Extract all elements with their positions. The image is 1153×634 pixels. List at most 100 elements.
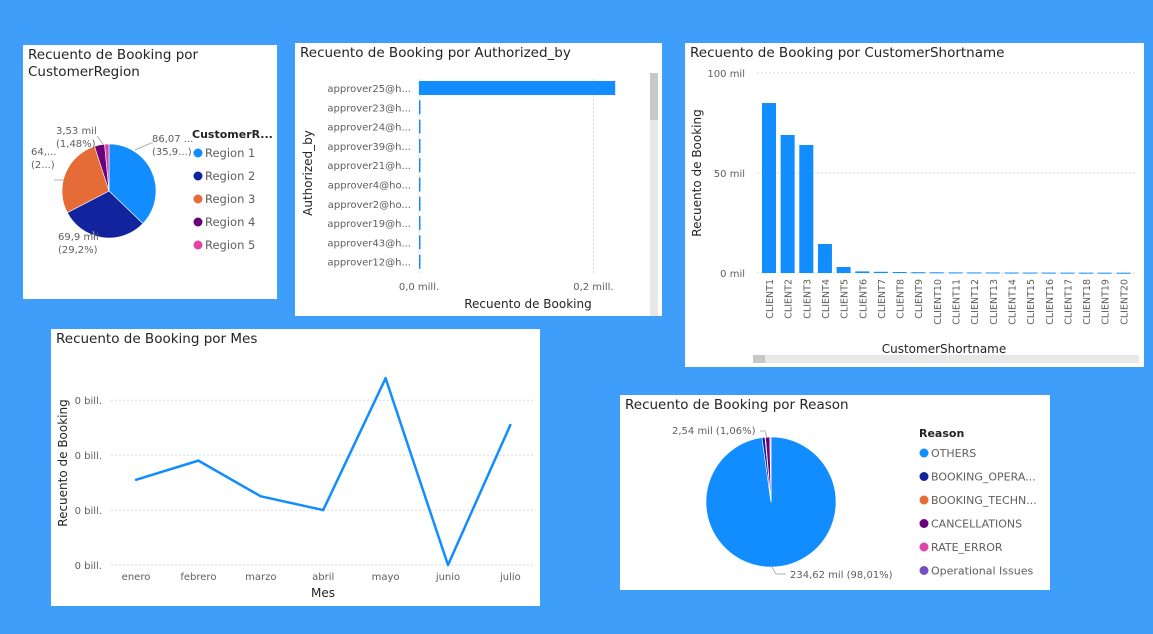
reason-pie-chart[interactable]: 2,54 mil (1,06%) 234,62 mil (98,01%) Reaso…: [620, 395, 1050, 590]
month-point-3: [259, 495, 262, 498]
authorized-bar-7[interactable]: [419, 196, 421, 211]
authorized-y-tick-4: approver39@h...: [327, 142, 411, 153]
month-point-4: [322, 508, 325, 512]
reason-pie-card[interactable]: Recuento de Booking por Reason 2,54 mil …: [620, 395, 1050, 590]
region-pie-chart[interactable]: 86,07 ...(35,9...)69,9 mil(29,2%)64,...(…: [23, 45, 277, 299]
authorized-y-tick-3: approver24@h...: [327, 123, 411, 134]
authorized-y-tick-1: approver25@h...: [327, 84, 411, 95]
customer-bar-5[interactable]: [836, 267, 851, 273]
customer-bar-6[interactable]: [855, 271, 870, 273]
region-data-label-pct-2: (29,2%): [58, 245, 98, 256]
reason-legend-label-4[interactable]: CANCELLATIONS: [931, 518, 1022, 531]
customer-x-tick-16: CLIENT16: [1045, 279, 1056, 325]
region-data-label-3: 64,...: [31, 147, 56, 158]
region-data-label-pct-3: (2...): [31, 160, 55, 171]
customer-bar-17[interactable]: [1060, 272, 1075, 274]
customer-bar-card[interactable]: Recuento de Booking por CustomerShortnam…: [685, 43, 1144, 367]
customer-bar-3[interactable]: [799, 145, 814, 273]
region-legend-marker-3: [193, 194, 203, 204]
region-pie-slice-3[interactable]: [61, 145, 110, 214]
reason-legend-marker-4: [919, 519, 929, 528]
month-line-title: Recuento de Booking por Mes: [56, 331, 258, 347]
reason-legend-label-6[interactable]: Operational Issues: [931, 565, 1033, 578]
customer-bar-11[interactable]: [948, 272, 963, 274]
authorized-x-axis-title: Recuento de Booking: [464, 297, 591, 311]
region-legend-title: CustomerR...: [192, 128, 273, 141]
authorized-bar-8[interactable]: [419, 216, 421, 231]
customer-bar-19[interactable]: [1097, 272, 1112, 274]
customer-x-tick-8: CLIENT8: [896, 279, 907, 319]
month-point-7: [509, 423, 512, 427]
reason-pie-title: Recuento de Booking por Reason: [625, 397, 849, 413]
month-series-line[interactable]: [135, 376, 512, 567]
customer-bar-chart[interactable]: 0 mil 50 mil 100 mil CLIENT1 CLIENT2 CLIENT3 C…: [685, 43, 1144, 367]
customer-bar-14[interactable]: [1004, 272, 1019, 274]
month-x-tick-3: marzo: [245, 572, 276, 583]
authorized-bar-6[interactable]: [419, 177, 421, 192]
customer-scrollbar[interactable]: [753, 355, 1139, 363]
customer-bar-4[interactable]: [817, 244, 832, 273]
region-pie-slice-2[interactable]: [66, 190, 144, 239]
customer-x-tick-13: CLIENT13: [989, 279, 1000, 325]
authorized-bar-chart[interactable]: 0,0 mill. 0,2 mill. approver25@h... approve…: [295, 43, 662, 316]
customer-y-tick-2: 50 mil: [714, 169, 745, 180]
region-pie-slice-5[interactable]: [104, 143, 110, 192]
region-data-label-2: 69,9 mil: [58, 232, 99, 243]
authorized-bar-2[interactable]: [419, 100, 421, 115]
authorized-bar-9[interactable]: [419, 235, 421, 250]
reason-legend-label-2[interactable]: BOOKING_OPERA...: [931, 471, 1036, 484]
region-legend-label-5[interactable]: Region 5: [205, 238, 255, 252]
customer-bar-13[interactable]: [985, 272, 1000, 274]
region-legend-marker-2: [193, 171, 203, 181]
customer-x-tick-17: CLIENT17: [1063, 279, 1074, 325]
region-legend-label-1[interactable]: Region 1: [205, 146, 255, 160]
customer-bar-16[interactable]: [1041, 272, 1056, 274]
month-line-chart[interactable]: 0 bill. 0 bill. 0 bill. 0 bill. enero febrero…: [51, 329, 540, 606]
customer-x-tick-20: CLIENT20: [1119, 279, 1130, 325]
customer-bar-12[interactable]: [967, 272, 982, 274]
region-legend-label-2[interactable]: Region 2: [205, 169, 255, 183]
authorized-x-tick-2: 0,2 mill.: [573, 282, 613, 293]
customer-bar-7[interactable]: [873, 271, 888, 273]
authorized-y-tick-6: approver4@ho...: [328, 181, 411, 192]
customer-bar-1[interactable]: [762, 103, 776, 273]
authorized-y-axis-title: Authorized_by: [301, 130, 315, 216]
reason-legend-label-3[interactable]: BOOKING_TECHN...: [931, 494, 1037, 507]
month-y-tick-3: 0 bill.: [75, 451, 102, 462]
region-pie-card[interactable]: Recuento de Booking por CustomerRegion 8…: [23, 45, 277, 299]
region-legend-label-3[interactable]: Region 3: [205, 192, 255, 206]
region-legend-marker-1: [193, 148, 203, 158]
authorized-scrollbar[interactable]: [650, 73, 658, 316]
region-pie-slice-1[interactable]: [108, 143, 157, 224]
customer-bar-2[interactable]: [780, 135, 795, 273]
reason-legend-marker-5: [919, 542, 929, 552]
region-leader-line-1: [134, 142, 153, 151]
reason-legend-marker-2: [919, 472, 929, 481]
customer-bar-10[interactable]: [929, 272, 944, 274]
customer-bar-18[interactable]: [1079, 272, 1094, 274]
customer-bar-20[interactable]: [1116, 272, 1131, 274]
authorized-y-tick-5: approver21@h...: [327, 161, 411, 172]
month-line-card[interactable]: Recuento de Booking por Mes 0 bill. 0 bil…: [51, 329, 540, 606]
customer-x-tick-18: CLIENT18: [1082, 279, 1093, 325]
authorized-bar-1[interactable]: [419, 81, 616, 95]
month-point-5: [384, 377, 387, 380]
authorized-scrollbar-thumb[interactable]: [650, 73, 658, 120]
reason-legend-label-5[interactable]: RATE_ERROR: [931, 541, 1003, 554]
region-pie-title: Recuento de Booking por CustomerRegion: [28, 47, 199, 80]
customer-bar-9[interactable]: [911, 272, 926, 274]
customer-bar-15[interactable]: [1023, 272, 1038, 274]
authorized-bar-card[interactable]: Recuento de Booking por Authorized_by 0,…: [295, 43, 662, 316]
authorized-bar-10[interactable]: [419, 254, 421, 269]
authorized-bar-5[interactable]: [419, 158, 421, 173]
authorized-bar-3[interactable]: [419, 119, 421, 134]
reason-legend-label-1[interactable]: OTHERS: [931, 447, 976, 460]
customer-x-tick-2: CLIENT2: [784, 279, 795, 319]
month-point-2: [197, 459, 200, 462]
authorized-bar-title: Recuento de Booking por Authorized_by: [300, 45, 571, 61]
customer-bar-8[interactable]: [892, 272, 907, 273]
region-legend-label-4[interactable]: Region 4: [205, 215, 255, 229]
customer-scrollbar-thumb[interactable]: [753, 355, 765, 363]
region-leader-line-4: [96, 135, 104, 145]
authorized-bar-4[interactable]: [419, 138, 421, 153]
